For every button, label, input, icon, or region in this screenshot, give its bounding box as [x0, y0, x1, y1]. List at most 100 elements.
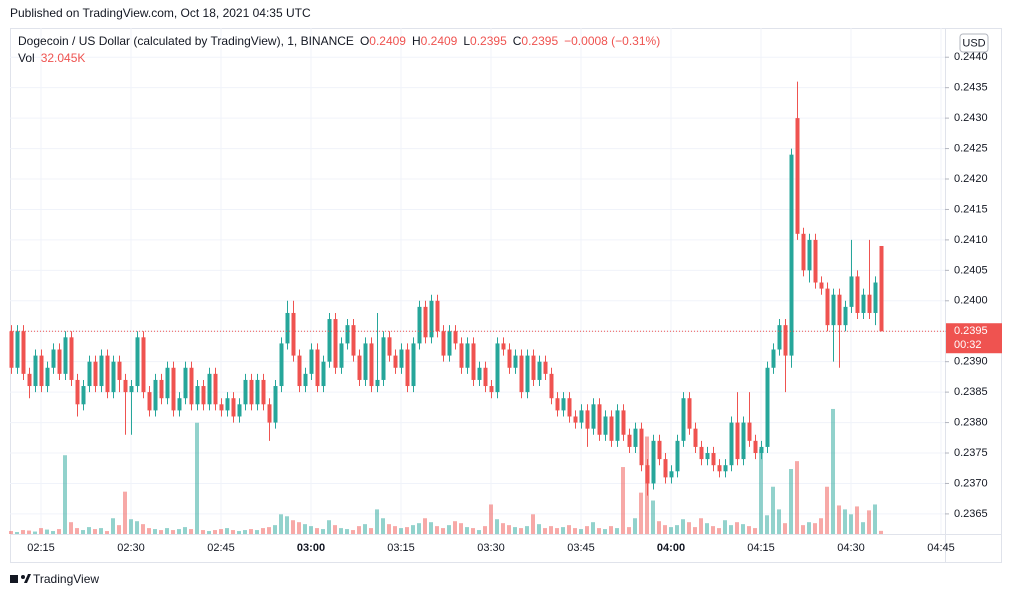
footer: TradingView: [33, 572, 99, 586]
volume-bar: [225, 528, 229, 534]
volume-bar: [165, 528, 169, 534]
volume-bar: [285, 516, 289, 534]
volume-bar: [699, 518, 703, 534]
volume-bar: [81, 530, 85, 534]
candle-body: [747, 422, 752, 441]
candle-body: [735, 422, 740, 460]
volume-bar: [615, 528, 619, 534]
candle-body: [609, 416, 614, 441]
vol-label: Vol: [18, 51, 35, 65]
volume-bar: [429, 522, 433, 534]
volume-bar: [249, 529, 253, 534]
volume-bar: [687, 522, 691, 534]
candle-body: [813, 239, 818, 283]
volume-bar: [399, 528, 403, 534]
volume-bar: [819, 518, 823, 534]
candle-body: [33, 355, 38, 387]
candle-body: [675, 440, 680, 472]
candle-body: [771, 349, 776, 368]
vol-line: Vol 32.045K: [18, 51, 85, 65]
candle-body: [873, 282, 878, 313]
candle-body: [717, 465, 722, 472]
candle-body: [195, 386, 200, 405]
volume-bar: [477, 530, 481, 534]
volume-bar: [501, 523, 505, 534]
legend-line: Dogecoin / US Dollar (calculated by Trad…: [18, 34, 660, 48]
volume-bar: [171, 530, 175, 534]
candle-body: [411, 343, 416, 387]
volume-bar: [141, 524, 145, 534]
volume-bar: [327, 520, 331, 534]
candle-body: [327, 319, 332, 362]
candle-body: [681, 398, 686, 441]
candle-body: [423, 306, 428, 338]
volume-bar: [423, 518, 427, 534]
candle-body: [855, 276, 860, 313]
volume-bar: [111, 518, 115, 534]
candle-body: [537, 361, 542, 380]
volume-bar: [465, 527, 469, 534]
volume-bar: [387, 524, 391, 534]
candle-body: [147, 392, 152, 411]
candle-body: [375, 379, 380, 387]
candle-body: [267, 404, 272, 423]
volume-bar: [585, 526, 589, 534]
candle-body: [321, 361, 326, 387]
candle-body: [231, 398, 236, 417]
volume-bar: [123, 491, 127, 534]
candle-body: [429, 300, 434, 338]
candle-body: [57, 349, 62, 374]
candle-body: [657, 440, 662, 460]
candle-body: [555, 398, 560, 411]
candle-body: [711, 453, 716, 466]
volume-bar: [789, 469, 793, 534]
x-tick-label: 03:45: [567, 542, 595, 554]
candle-body: [315, 349, 320, 387]
candle-body: [783, 325, 788, 356]
candle-body: [351, 325, 356, 356]
volume-bar: [255, 530, 259, 534]
candle-body: [801, 233, 806, 271]
volume-bar: [603, 529, 607, 534]
candle-body: [285, 312, 290, 344]
volume-bar: [675, 525, 679, 534]
y-tick-label: 0.2435: [954, 82, 988, 94]
candle-body: [831, 294, 836, 326]
candle-body: [15, 331, 20, 368]
volume-bar: [495, 519, 499, 534]
volume-bar: [747, 526, 751, 534]
candle-body: [135, 337, 140, 387]
candle-body: [693, 428, 698, 447]
l-value: 0.2395: [470, 34, 507, 48]
candle-body: [849, 276, 854, 307]
candle-body: [93, 361, 98, 387]
candle-body: [339, 343, 344, 368]
volume-bar: [759, 449, 763, 534]
candle-body: [627, 434, 632, 447]
volume-bar: [279, 514, 283, 534]
volume-bar: [27, 530, 31, 534]
volume-bar: [717, 528, 721, 534]
candle-body: [177, 398, 182, 411]
y-tick-label: 0.2425: [954, 142, 988, 154]
candle-body: [261, 379, 266, 405]
currency-box[interactable]: [959, 33, 989, 53]
volume-bar: [825, 486, 829, 534]
volume-bar: [867, 510, 871, 534]
candle-body: [639, 428, 644, 466]
volume-bar: [513, 527, 517, 534]
volume-bar: [723, 520, 727, 534]
volume-bar: [21, 530, 25, 534]
candle-body: [345, 325, 350, 344]
volume-bar: [447, 525, 451, 534]
volume-bar: [63, 455, 67, 534]
volume-bar: [375, 509, 379, 534]
volume-bar: [363, 524, 367, 534]
x-tick-label: 02:15: [27, 542, 55, 554]
y-tick-label: 0.2400: [954, 295, 988, 307]
volume-bar: [417, 523, 421, 534]
volume-bar: [357, 526, 361, 534]
y-tick-label: 0.2440: [954, 51, 988, 63]
candle-body: [117, 361, 122, 380]
y-tick-label: 0.2430: [954, 112, 988, 124]
